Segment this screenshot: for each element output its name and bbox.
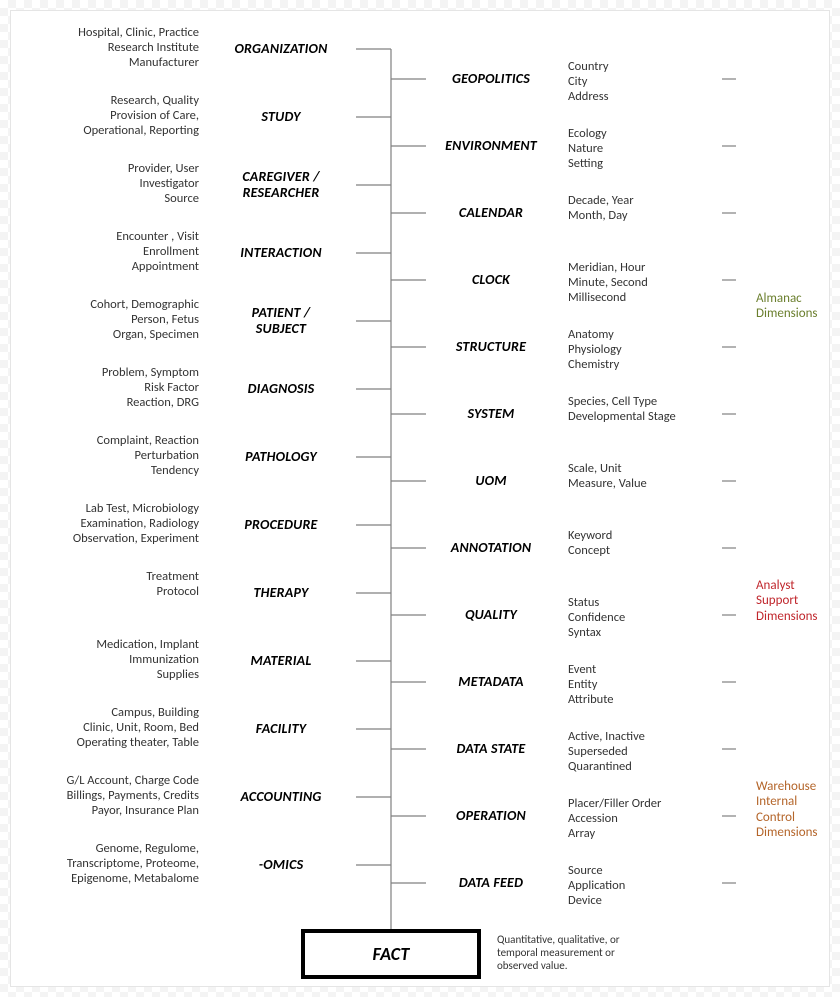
right-box-1-1: QUALITY — [426, 599, 556, 631]
right-box-1-0: ANNOTATION — [426, 532, 556, 564]
left-box-4: PATIENT / SUBJECT — [206, 301, 356, 341]
left-desc-9: Medication, Implant Immunization Supplie… — [34, 637, 199, 682]
left-box-6: PATHOLOGY — [206, 437, 356, 477]
bracket-label-0: Almanac Dimensions — [756, 291, 818, 322]
left-box-5: DIAGNOSIS — [206, 369, 356, 409]
left-desc-11: G/L Account, Charge Code Billings, Payme… — [34, 773, 199, 818]
bracket-1 — [736, 534, 750, 661]
left-box-2: CAREGIVER / RESEARCHER — [206, 165, 356, 205]
right-desc-1-0: Keyword Concept — [568, 528, 733, 558]
left-box-9: MATERIAL — [206, 641, 356, 681]
right-box-0-6: UOM — [426, 465, 556, 497]
left-box-3: INTERACTION — [206, 233, 356, 273]
right-desc-1-1: Status Confidence Syntax — [568, 595, 733, 640]
left-box-11: ACCOUNTING — [206, 777, 356, 817]
right-desc-0-0: Country City Address — [568, 59, 733, 104]
left-desc-6: Complaint, Reaction Perturbation Tendenc… — [34, 433, 199, 478]
right-box-2-2: OPERATION — [426, 800, 556, 832]
right-box-2-1: DATA STATE — [426, 733, 556, 765]
bracket-0 — [736, 65, 750, 556]
left-desc-5: Problem, Symptom Risk Factor Reaction, D… — [34, 365, 199, 410]
left-desc-3: Encounter , Visit Enrollment Appointment — [34, 229, 199, 274]
left-box-1: STUDY — [206, 97, 356, 137]
fact-desc: Quantitative, qualitative, or temporal m… — [497, 933, 677, 973]
left-box-0: ORGANIZATION — [206, 29, 356, 69]
fact-box: FACT — [301, 929, 481, 979]
diagram-canvas: ORGANIZATIONHospital, Clinic, Practice R… — [10, 10, 830, 987]
right-box-2-3: DATA FEED — [426, 867, 556, 899]
right-box-0-4: STRUCTURE — [426, 331, 556, 363]
right-box-0-1: ENVIRONMENT — [426, 130, 556, 162]
left-desc-2: Provider, User Investigator Source — [34, 161, 199, 206]
right-box-0-5: SYSTEM — [426, 398, 556, 430]
right-desc-2-0: Event Entity Attribute — [568, 662, 733, 707]
right-desc-0-1: Ecology Nature Setting — [568, 126, 733, 171]
bracket-label-1: Analyst Support Dimensions — [756, 578, 818, 625]
left-desc-12: Genome, Regulome, Transcriptome, Proteom… — [34, 841, 199, 886]
right-box-0-3: CLOCK — [426, 264, 556, 296]
left-box-7: PROCEDURE — [206, 505, 356, 545]
left-box-8: THERAPY — [206, 573, 356, 613]
right-box-0-0: GEOPOLITICS — [426, 63, 556, 95]
right-box-2-0: METADATA — [426, 666, 556, 698]
left-desc-0: Hospital, Clinic, Practice Research Inst… — [34, 25, 199, 70]
right-desc-2-3: Source Application Device — [568, 863, 733, 908]
right-desc-0-3: Meridian, Hour Minute, Second Millisecon… — [568, 260, 733, 305]
bracket-2 — [736, 668, 750, 929]
right-desc-2-1: Active, Inactive Superseded Quarantined — [568, 729, 733, 774]
left-desc-8: Treatment Protocol — [34, 569, 199, 599]
right-desc-0-4: Anatomy Physiology Chemistry — [568, 327, 733, 372]
left-box-10: FACILITY — [206, 709, 356, 749]
left-desc-4: Cohort, Demographic Person, Fetus Organ,… — [34, 297, 199, 342]
left-box-12: -OMICS — [206, 845, 356, 885]
left-desc-1: Research, Quality Provision of Care, Ope… — [34, 93, 199, 138]
right-desc-0-6: Scale, Unit Measure, Value — [568, 461, 733, 491]
right-box-0-2: CALENDAR — [426, 197, 556, 229]
left-desc-7: Lab Test, Microbiology Examination, Radi… — [34, 501, 199, 546]
left-desc-10: Campus, Building Clinic, Unit, Room, Bed… — [34, 705, 199, 750]
right-desc-0-2: Decade, Year Month, Day — [568, 193, 733, 223]
right-desc-0-5: Species, Cell Type Developmental Stage — [568, 394, 733, 424]
bracket-label-2: Warehouse Internal Control Dimensions — [756, 779, 818, 841]
right-desc-2-2: Placer/Filler Order Accession Array — [568, 796, 733, 841]
